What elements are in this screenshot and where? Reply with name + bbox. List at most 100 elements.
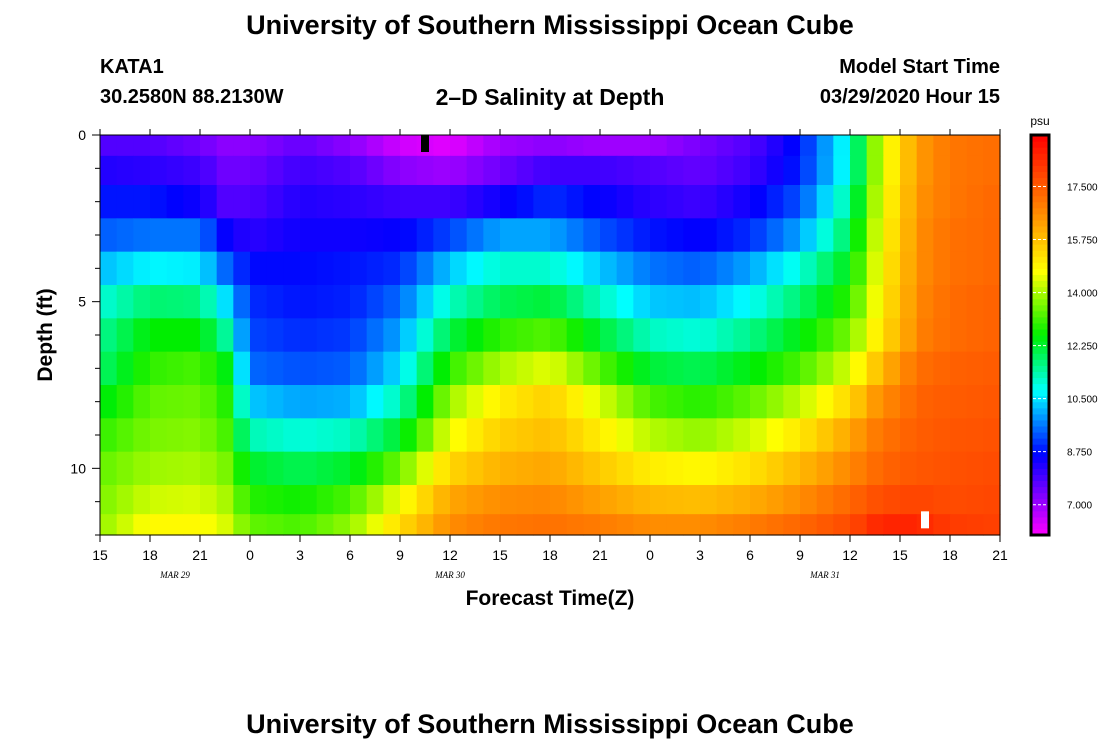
heatmap-cell [433, 218, 451, 253]
heatmap-cell [600, 185, 618, 219]
heatmap-cell [316, 418, 334, 453]
heatmap-cell [516, 155, 534, 186]
heatmap-cell [300, 155, 318, 186]
heatmap-cell [716, 451, 734, 486]
heatmap-cell [250, 318, 268, 353]
heatmap-cell [266, 218, 284, 253]
heatmap-cell [816, 135, 834, 157]
heatmap-cell [600, 418, 618, 453]
heatmap-cell [200, 418, 218, 453]
heatmap-cell [483, 318, 501, 353]
heatmap-cell [300, 318, 318, 353]
heatmap-cell [416, 351, 434, 386]
heatmap-cell [266, 351, 284, 386]
date-label: MAR 31 [809, 570, 840, 580]
heatmap-cell [616, 251, 634, 286]
heatmap-cell [400, 155, 418, 186]
x-tick-label: 9 [396, 547, 404, 563]
colorbar-segment [1031, 377, 1049, 385]
heatmap-cell [250, 451, 268, 486]
heatmap-cell [533, 514, 551, 536]
heatmap-cell [483, 485, 501, 515]
heatmap-cell [916, 451, 934, 486]
heatmap-cell [550, 285, 568, 319]
heatmap-cell [616, 418, 634, 453]
heatmap-cell [766, 318, 784, 353]
heatmap-cell [633, 485, 651, 515]
heatmap-cell [500, 485, 518, 515]
heatmap-cell [900, 318, 918, 353]
heatmap-cell [900, 385, 918, 419]
heatmap-cell [116, 351, 134, 386]
heatmap-cell [566, 285, 584, 319]
heatmap-cell [216, 155, 234, 186]
heatmap-cell [866, 155, 884, 186]
heatmap-cell [866, 251, 884, 286]
heatmap-cell [416, 185, 434, 219]
heatmap-cell [100, 418, 118, 453]
heatmap-cell [833, 451, 851, 486]
heatmap-cell [183, 155, 201, 186]
heatmap-cell [883, 135, 901, 157]
heatmap-cell [683, 135, 701, 157]
heatmap-cell [766, 285, 784, 319]
heatmap-cell [883, 251, 901, 286]
heatmap-cell [933, 385, 951, 419]
heatmap-cell [933, 285, 951, 319]
heatmap-cell [500, 451, 518, 486]
x-tick-label: 15 [92, 547, 108, 563]
heatmap-cell [683, 251, 701, 286]
heatmap-cell [233, 218, 251, 253]
heatmap-cell [916, 485, 934, 515]
heatmap-cell [533, 351, 551, 386]
heatmap-cell [883, 485, 901, 515]
heatmap-cell [450, 285, 468, 319]
heatmap-cell [800, 185, 818, 219]
heatmap-cell [266, 185, 284, 219]
heatmap-cell [383, 185, 401, 219]
heatmap-cell [716, 418, 734, 453]
heatmap-cell [666, 185, 684, 219]
heatmap-cell [800, 135, 818, 157]
heatmap-cell [516, 514, 534, 536]
heatmap-cell [466, 351, 484, 386]
x-tick-label: 21 [992, 547, 1008, 563]
heatmap-cell [333, 135, 351, 157]
colorbar-segment [1031, 274, 1049, 282]
heatmap-cell [283, 514, 301, 536]
heatmap-cell [983, 485, 1001, 515]
heatmap-cell [466, 485, 484, 515]
heatmap-cell [650, 418, 668, 453]
heatmap-cell [983, 318, 1001, 353]
heatmap-cell [483, 185, 501, 219]
colorbar-segment [1031, 141, 1049, 148]
heatmap-cell [583, 218, 601, 253]
heatmap-cell [166, 318, 184, 353]
heatmap-cell [733, 318, 751, 353]
heatmap-cell [200, 218, 218, 253]
heatmap-cell [433, 318, 451, 353]
heatmap-cell [116, 135, 134, 157]
heatmap-cell [833, 135, 851, 157]
heatmap-cell [150, 418, 168, 453]
heatmap-cell [533, 485, 551, 515]
heatmap-cell [416, 218, 434, 253]
heatmap-cell [166, 385, 184, 419]
heatmap-cell [266, 285, 284, 319]
heatmap-cell [666, 155, 684, 186]
heatmap-cell [750, 318, 768, 353]
heatmap-cell [616, 485, 634, 515]
heatmap-cell [516, 285, 534, 319]
heatmap-cell [383, 351, 401, 386]
colorbar-segment [1031, 153, 1049, 160]
heatmap-cell [850, 135, 868, 157]
heatmap-cell [133, 514, 151, 536]
heatmap-cell [816, 251, 834, 286]
heatmap-cell [250, 285, 268, 319]
heatmap-cell [966, 218, 984, 253]
heatmap-cell [600, 251, 618, 286]
heatmap-cell [383, 135, 401, 157]
heatmap-cell [150, 218, 168, 253]
heatmap-cell [616, 218, 634, 253]
heatmap-cell [466, 185, 484, 219]
